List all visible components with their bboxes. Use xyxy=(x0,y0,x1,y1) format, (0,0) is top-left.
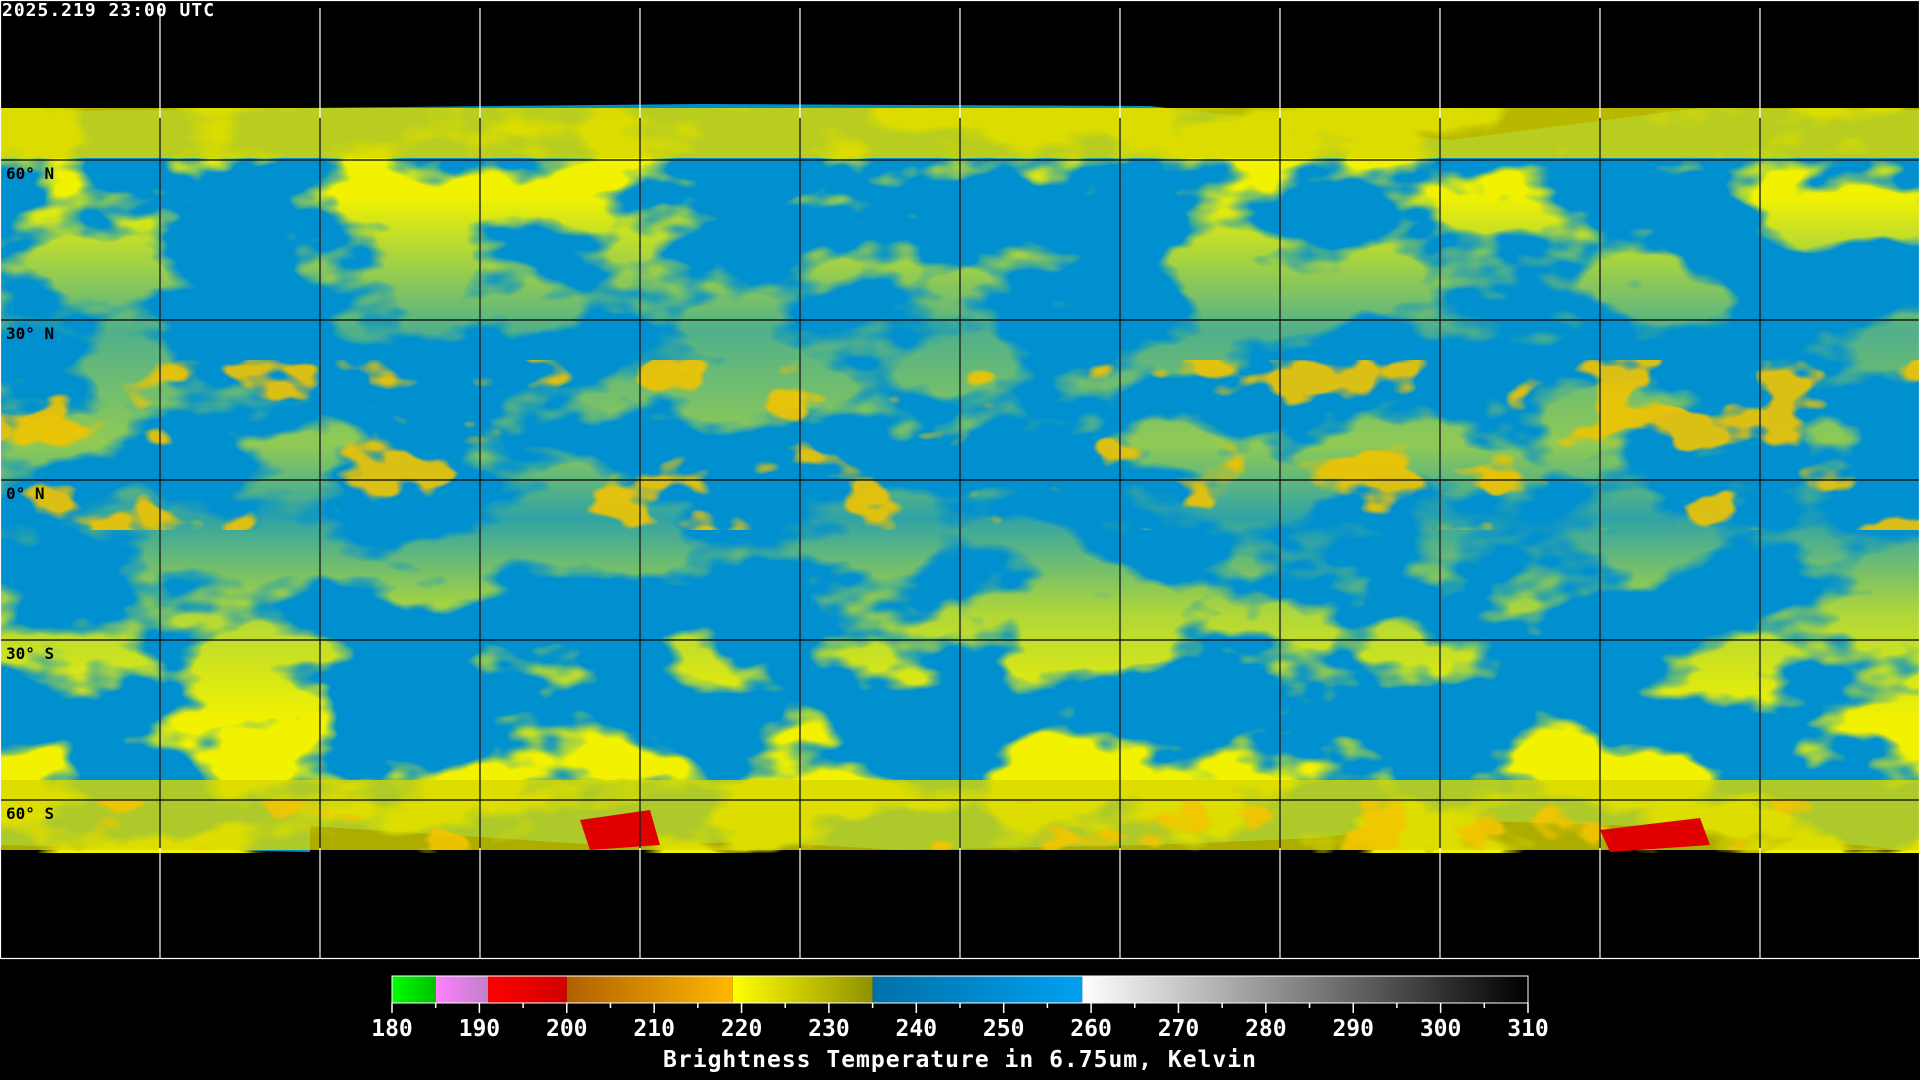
colorbar-tick-label: 190 xyxy=(459,1016,501,1040)
colorbar-segment xyxy=(488,976,567,1003)
lat-label-60n: 60° N xyxy=(6,164,55,183)
colorbar-tick-label: 300 xyxy=(1420,1016,1462,1040)
colorbar-tick-label: 250 xyxy=(983,1016,1025,1040)
lat-label-60s: 60° S xyxy=(6,804,55,823)
colorbar-tick-label: 230 xyxy=(808,1016,850,1040)
colorbar: 180 190 200 210 220 230 240 250 260 270 280 290 300 3… xyxy=(371,975,1549,1040)
lat-label-30n: 30° N xyxy=(6,324,55,343)
colorbar-tick-label: 180 xyxy=(371,1016,413,1040)
colorbar-tick-label: 270 xyxy=(1158,1016,1200,1040)
lat-lon-grid xyxy=(0,0,1920,960)
colorbar-tick-label: 290 xyxy=(1332,1016,1374,1040)
colorbar-tick-label: 220 xyxy=(721,1016,763,1040)
colorbar-segment xyxy=(732,976,873,1003)
colorbar-title: Brightness Temperature in 6.75um, Kelvin xyxy=(663,1047,1257,1073)
colorbar-segment xyxy=(872,976,1083,1003)
colorbar-segment xyxy=(435,976,489,1003)
colorbar-tick-label: 310 xyxy=(1507,1016,1549,1040)
colorbar-tick-label: 240 xyxy=(896,1016,938,1040)
satellite-map xyxy=(0,0,1920,960)
colorbar-tick-label: 280 xyxy=(1245,1016,1287,1040)
colorbar-segment xyxy=(392,976,436,1003)
colorbar-segment xyxy=(1082,976,1528,1003)
timestamp: 2025.219 23:00 UTC xyxy=(2,0,216,21)
colorbar-tick-label: 200 xyxy=(546,1016,588,1040)
colorbar-tick-label: 210 xyxy=(633,1016,675,1040)
colorbar-tick-label: 260 xyxy=(1070,1016,1112,1040)
colorbar-segment xyxy=(566,976,733,1003)
lat-label-0: 0° N xyxy=(6,484,45,503)
lat-label-30s: 30° S xyxy=(6,644,55,663)
